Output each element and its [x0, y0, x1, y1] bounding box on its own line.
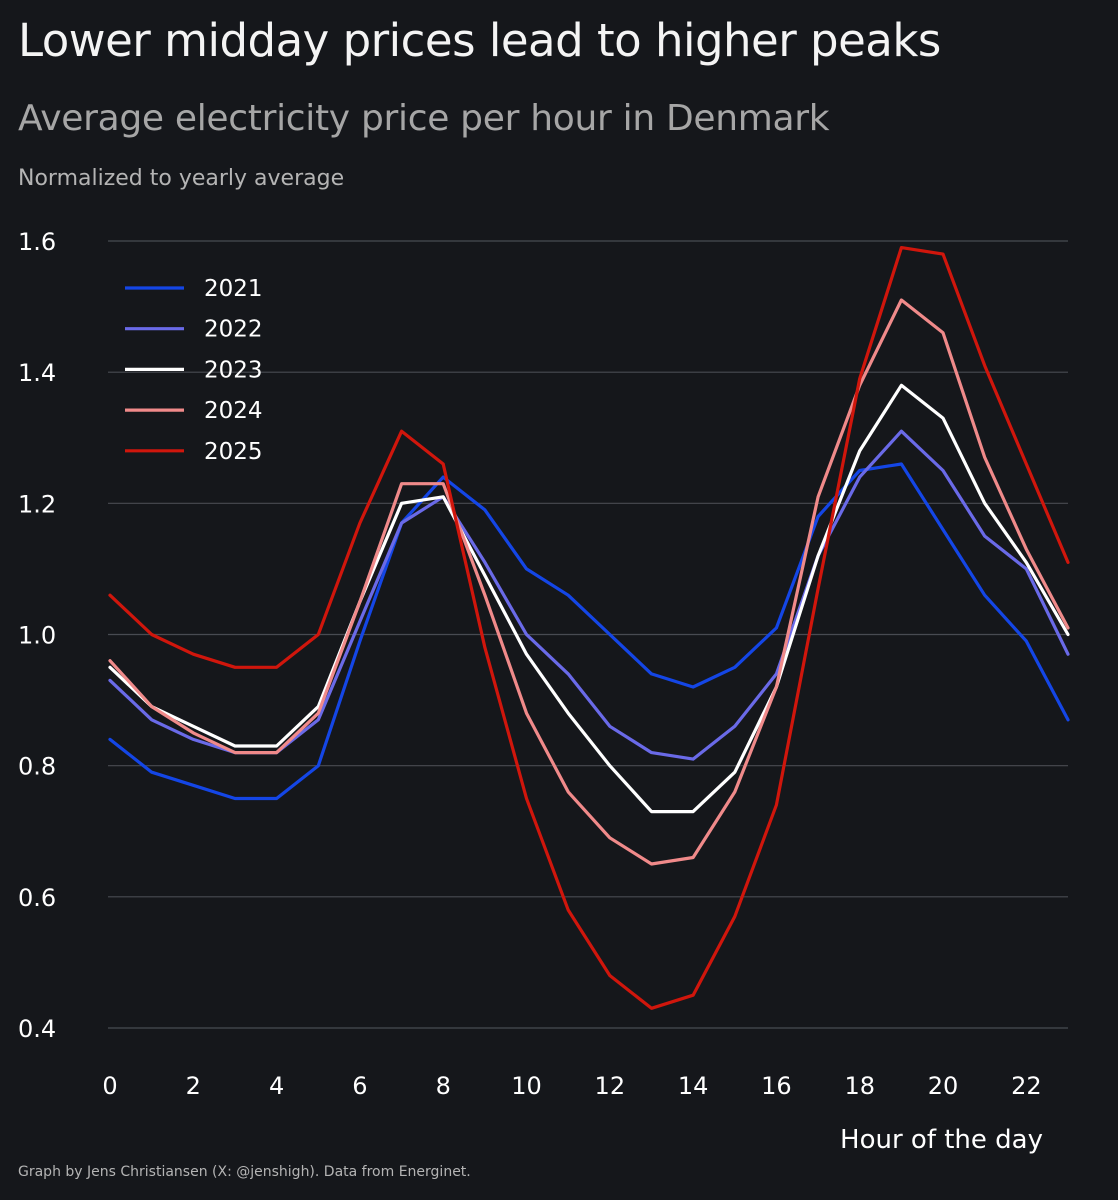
y-tick-label: 1.0 [18, 622, 56, 650]
y-tick-label: 1.6 [18, 228, 56, 256]
series-line-2021 [108, 462, 1070, 801]
source-credit: Graph by Jens Christiansen (X: @jenshigh… [18, 1164, 471, 1180]
x-tick-label: 2 [186, 1072, 201, 1100]
y-tick-label: 0.8 [18, 753, 56, 781]
x-tick-label: 20 [928, 1072, 959, 1100]
y-axis-ticks: 0.4 0.6 0.8 1.0 1.2 1.4 1.6 [18, 228, 56, 1043]
legend-label: 2021 [204, 276, 263, 302]
legend-label: 2022 [204, 317, 263, 343]
series-line-2022 [108, 429, 1070, 761]
y-tick-label: 1.2 [18, 490, 56, 518]
x-tick-label: 10 [511, 1072, 542, 1100]
legend: 2021 2022 2023 2024 2025 [125, 276, 263, 465]
x-axis-label: Hour of the day [840, 1125, 1043, 1155]
chart-note: Normalized to yearly average [18, 166, 345, 191]
x-tick-label: 6 [352, 1072, 367, 1100]
x-tick-label: 18 [844, 1072, 875, 1100]
legend-label: 2023 [204, 357, 263, 383]
chart-subtitle: Average electricity price per hour in De… [18, 98, 830, 139]
x-tick-label: 0 [102, 1072, 117, 1100]
x-tick-label: 14 [678, 1072, 709, 1100]
legend-label: 2025 [204, 439, 263, 465]
x-tick-label: 4 [269, 1072, 284, 1100]
y-tick-label: 0.6 [18, 884, 56, 912]
x-tick-label: 8 [436, 1072, 451, 1100]
x-tick-label: 22 [1011, 1072, 1042, 1100]
chart-title: Lower midday prices lead to higher peaks [18, 14, 941, 67]
legend-label: 2024 [204, 398, 263, 424]
series-line-2024 [108, 298, 1070, 866]
series-line-2023 [108, 383, 1070, 814]
x-axis-ticks: 0 2 4 6 8 10 12 14 16 18 20 22 [102, 1072, 1041, 1100]
series-line-2025 [108, 246, 1070, 1010]
series-lines [108, 246, 1070, 1010]
y-tick-label: 0.4 [18, 1015, 56, 1043]
grid-lines [108, 240, 1068, 1029]
x-tick-label: 12 [595, 1072, 626, 1100]
y-tick-label: 1.4 [18, 359, 56, 387]
x-tick-label: 16 [761, 1072, 792, 1100]
